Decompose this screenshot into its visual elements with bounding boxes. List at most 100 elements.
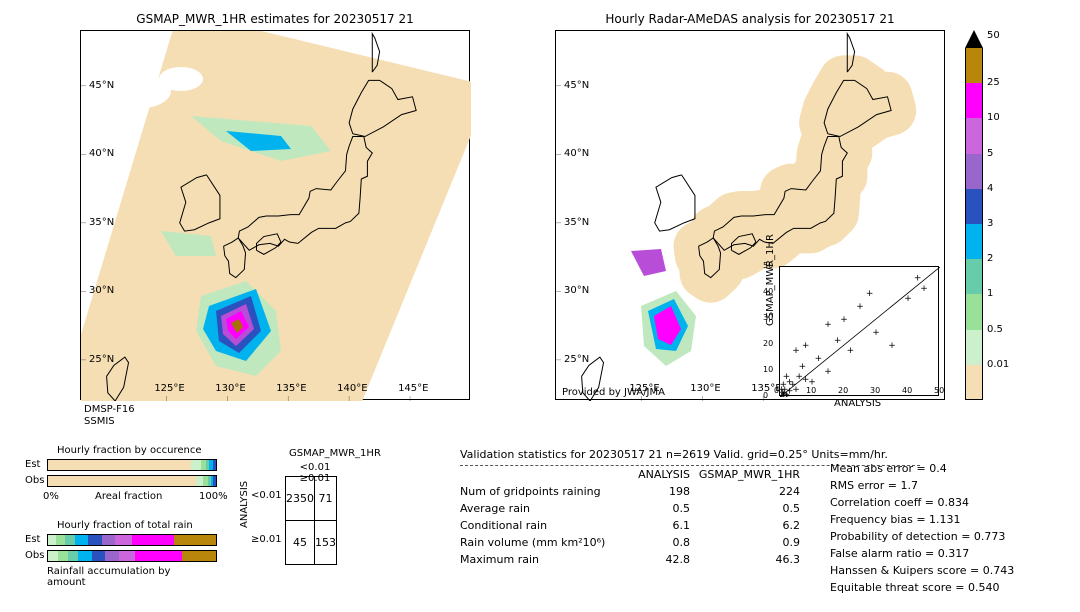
hbar-row-label: Est (25, 534, 40, 545)
lat-tick-label: 25°N (564, 354, 589, 365)
lat-tick-label: 30°N (564, 285, 589, 296)
scatter-ytick: 50 (763, 261, 773, 270)
contingency-cell: 2350 (286, 477, 315, 521)
svg-text:+: + (815, 354, 823, 364)
right-map-frame: 125°E130°E135°E25°N30°N35°N40°N45°NProvi… (555, 30, 945, 400)
contingency-col-header: GSMAP_MWR_1HR (289, 448, 381, 459)
hbar-segment (48, 460, 191, 470)
hbar-segment (48, 535, 56, 545)
svg-text:+: + (920, 284, 928, 294)
contingency-cell: 71 (315, 477, 337, 521)
validation-metric-row: Frequency bias = 1.131 (830, 511, 1014, 528)
hbar-row-label: Obs (25, 550, 44, 561)
hbar-row (47, 534, 217, 546)
hbar-row (47, 550, 217, 562)
colorbar-tick-label: 5 (987, 148, 993, 159)
colorbar-segment (965, 118, 983, 153)
svg-text:+: + (792, 346, 800, 356)
scatter-xtick: 0 (774, 386, 779, 395)
scatter-ytick: 0 (763, 391, 768, 400)
scatter-xtick: 10 (806, 386, 816, 395)
lat-tick-label: 35°N (564, 217, 589, 228)
hourly-totalrain-block: Hourly fraction of total rainEstObsRainf… (47, 520, 183, 531)
svg-text:+: + (856, 302, 864, 312)
lon-tick-label: 140°E (337, 383, 367, 394)
svg-text:+: + (914, 273, 922, 283)
hbar-segment (48, 476, 196, 486)
validation-col-headers: ANALYSISGSMAP_MWR_1HR (460, 466, 800, 483)
colorbar-tick-label: 25 (987, 77, 1000, 88)
left-map-frame: 125°E130°E135°E140°E145°E25°N30°N35°N40°… (80, 30, 470, 400)
scatter-ytick: 10 (763, 365, 773, 374)
hbar-segment (191, 460, 201, 470)
lat-tick-label: 35°N (89, 217, 114, 228)
colorbar-segment (965, 48, 983, 83)
svg-text:+: + (834, 336, 842, 346)
hbar-segment (213, 460, 216, 470)
scatter-inset: +++++++++++++++++++++++++++++++++ (779, 266, 939, 396)
validation-metric-row: Hanssen & Kuipers score = 0.743 (830, 562, 1014, 579)
hbar-segment (48, 551, 58, 561)
hbar-segment (58, 551, 68, 561)
lat-tick-label: 40°N (564, 148, 589, 159)
colorbar-segment (965, 294, 983, 329)
scatter-xtick: 20 (838, 386, 848, 395)
hbar-segment (65, 535, 75, 545)
left-map-footer2: SSMIS (84, 416, 115, 427)
hbar-segment (56, 535, 64, 545)
hbar-segment (92, 551, 105, 561)
left-map-footer1: DMSP-F16 (84, 404, 135, 415)
svg-text:+: + (888, 341, 896, 351)
scatter-ytick: 20 (763, 339, 773, 348)
validation-row: Maximum rain42.846.3 (460, 551, 800, 568)
svg-text:+: + (840, 315, 848, 325)
contingency-row-header: ANALYSIS (239, 481, 250, 528)
validation-metric-row: RMS error = 1.7 (830, 477, 1014, 494)
lon-tick-label: 130°E (215, 383, 245, 394)
hbar-segment (88, 535, 101, 545)
svg-text:+: + (802, 341, 810, 351)
hbar-axis-mid: Areal fraction (95, 491, 162, 502)
validation-metric-row: Mean abs error = 0.4 (830, 460, 1014, 477)
colorbar-tick-label: 0.5 (987, 324, 1003, 335)
provided-label: Provided by JWA/JMA (562, 387, 665, 398)
lat-tick-label: 25°N (89, 354, 114, 365)
svg-text:+: + (780, 385, 785, 395)
lon-tick-label: 125°E (154, 383, 184, 394)
colorbar-tick-label: 0.01 (987, 359, 1009, 370)
hbar-axis-100: 100% (199, 491, 228, 502)
validation-block: Validation statistics for 20230517 21 n=… (460, 446, 1060, 466)
hbar-segment (78, 551, 91, 561)
scatter-xtick: 50 (934, 386, 944, 395)
svg-text:+: + (904, 294, 912, 304)
hbar-segment (174, 535, 216, 545)
svg-text:+: + (824, 367, 832, 377)
hbar-segment (68, 551, 78, 561)
hbar-axis-0: 0% (43, 491, 59, 502)
lat-tick-label: 45°N (89, 80, 114, 91)
validation-metric-row: Correlation coeff = 0.834 (830, 494, 1014, 511)
hbar-row (47, 475, 217, 487)
colorbar: 502510543210.50.01 (965, 30, 983, 400)
hbar-segment (105, 551, 118, 561)
colorbar-tick-label: 2 (987, 253, 993, 264)
scatter-xtick: 40 (902, 386, 912, 395)
contingency-row-label: <0.01 (251, 490, 282, 501)
colorbar-tick-label: 4 (987, 183, 993, 194)
scatter-ytick: 40 (763, 287, 773, 296)
hbar-row-label: Obs (25, 475, 44, 486)
hourly-occurrence-block: Hourly fraction by occurenceEstObs0%Area… (47, 445, 191, 456)
right-map-title: Hourly Radar-AMeDAS analysis for 2023051… (555, 12, 945, 26)
colorbar-segment (965, 365, 983, 400)
colorbar-segment (965, 224, 983, 259)
lat-tick-label: 40°N (89, 148, 114, 159)
colorbar-tick-label: 10 (987, 112, 1000, 123)
svg-text:+: + (866, 289, 874, 299)
colorbar-tick-label: 50 (987, 30, 1000, 41)
validation-metrics: Mean abs error = 0.4RMS error = 1.7Corre… (830, 460, 1014, 596)
lon-tick-label: 135°E (276, 383, 306, 394)
colorbar-tick-label: 3 (987, 218, 993, 229)
validation-metric-row: Equitable threat score = 0.540 (830, 579, 1014, 596)
colorbar-tick-label: 1 (987, 288, 993, 299)
hbar-row-label: Est (25, 459, 40, 470)
